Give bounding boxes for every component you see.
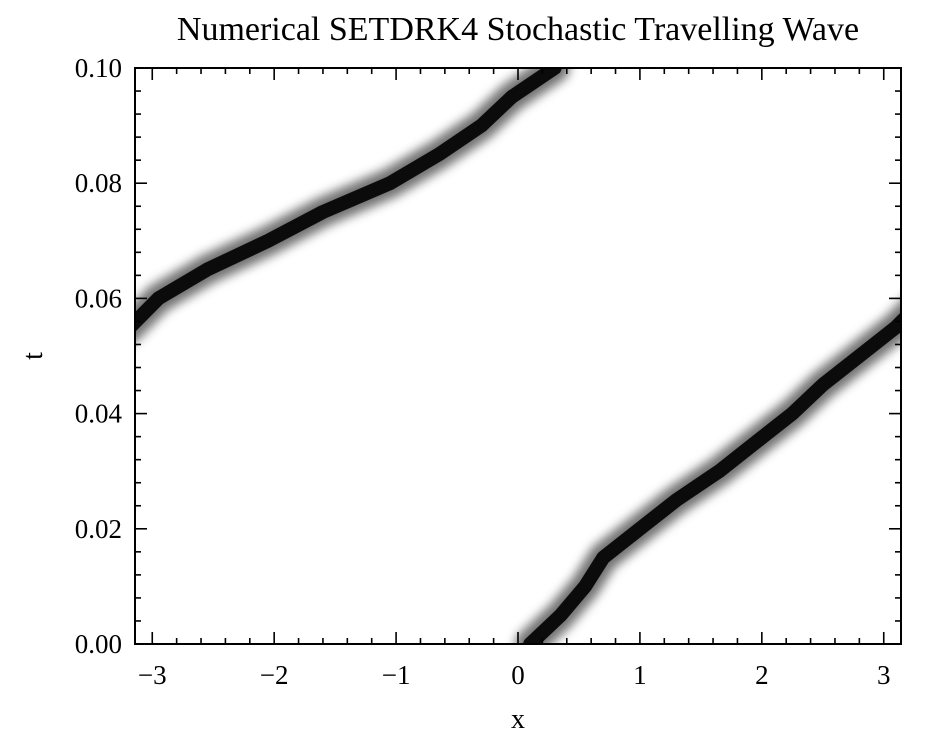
y-tick-label: 0.06 — [75, 283, 122, 313]
y-tick-label: 0.00 — [75, 629, 122, 659]
x-tick-label: 3 — [877, 660, 891, 690]
y-tick-labels: 0.00 0.02 0.04 0.06 0.08 0.10 — [75, 53, 123, 659]
plot-area — [135, 68, 901, 644]
wave-core-segment-b — [135, 68, 562, 332]
wave-band-core-group — [135, 68, 901, 644]
x-axis-label: x — [511, 704, 525, 735]
chart-title: Numerical SETDRK4 Stochastic Travelling … — [177, 11, 859, 48]
x-tick-label: 0 — [511, 660, 525, 690]
plot-frame — [134, 67, 902, 645]
x-tick-label: −3 — [138, 660, 167, 690]
x-tick-label: −2 — [260, 660, 289, 690]
x-tick-label: 1 — [633, 660, 647, 690]
x-tick-label: −1 — [382, 660, 411, 690]
y-axis-label: t — [18, 352, 49, 360]
y-tick-label: 0.04 — [75, 399, 123, 429]
heatmap-field — [135, 68, 901, 644]
x-tick-label: 2 — [755, 660, 769, 690]
wave-core-segment-a — [523, 312, 901, 644]
y-tick-label: 0.08 — [75, 168, 122, 198]
x-tick-labels: −3 −2 −1 0 1 2 3 — [138, 660, 891, 690]
y-tick-label: 0.02 — [75, 514, 122, 544]
y-tick-label: 0.10 — [75, 53, 122, 83]
